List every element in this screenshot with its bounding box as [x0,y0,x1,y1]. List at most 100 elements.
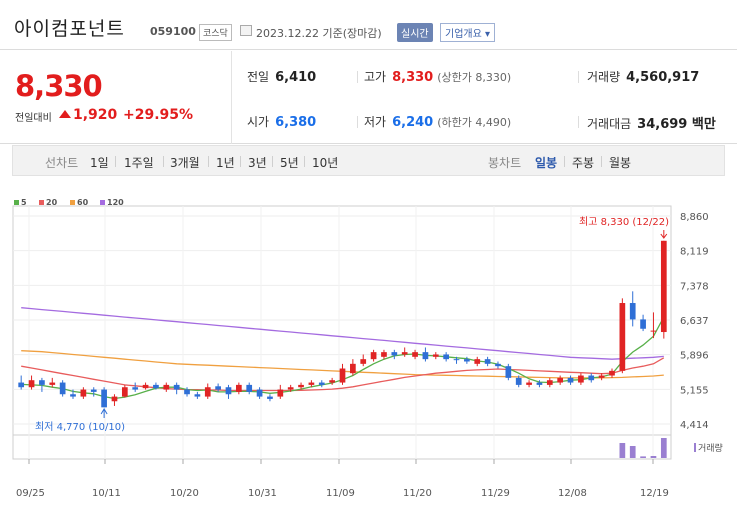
candle [80,389,87,397]
candle [267,396,273,399]
candle [287,387,294,390]
candle [339,368,346,383]
grid: 8,860 8,119 7,378 6,637 5,896 5,155 4,414 09/25… [13,206,709,499]
tab-1d[interactable]: 1일 [90,156,109,170]
open-price: 시가 6,380 [247,115,317,130]
candle [464,359,470,362]
divider [208,156,209,167]
x-tick-label: 12/19 [640,488,669,499]
candle [329,380,335,383]
candle [18,382,25,388]
candle [546,380,553,385]
realtime-button[interactable]: 실시간 [397,23,433,42]
candle [401,352,408,355]
candle [111,396,118,402]
ma120-line [21,307,664,360]
divider [578,116,579,128]
current-price: 8,330 [15,69,103,103]
x-tick-label: 11/20 [403,488,432,499]
change-rate: +29.95% [123,107,194,123]
chart-period-tabs: 선차트 1일 1주일 3개월 1년 3년 5년 10년 봉차트 일봉 주봉 월봉 [12,145,725,176]
candles [18,240,667,408]
candle [215,386,221,390]
volume-legend-swatch [694,443,696,452]
candle [39,380,45,385]
divider [564,156,565,167]
candle [153,384,159,389]
tab-3m[interactable]: 3개월 [170,156,200,170]
high-annotation: 최고 8,330 (12/22) [579,216,669,228]
candle [381,352,387,357]
candle [453,359,460,361]
tab-10y[interactable]: 10년 [312,156,339,170]
candle [184,389,190,395]
high-arrow [660,230,668,239]
ma5-line [21,316,665,400]
y-tick-label: 4,414 [680,420,709,431]
candle [70,394,76,397]
legend-ma20: 20 [39,198,57,207]
company-info-dropdown[interactable]: 기업개요 ▾ [440,23,495,42]
legend-ma60: 60 [70,198,88,207]
candle [246,384,253,392]
x-tick-label: 10/20 [170,488,199,499]
candle [90,389,97,392]
volume-bar [629,446,636,458]
candle [619,303,626,371]
volume-label: 거래량 [698,442,723,454]
candle [412,352,418,357]
candle [515,377,522,385]
candle [650,330,657,332]
candle [142,384,149,389]
candle [578,375,584,383]
tab-1w[interactable]: 1주일 [124,156,154,170]
candle [567,377,574,383]
up-arrow-icon [59,110,71,118]
candle [256,389,263,397]
candle [163,384,170,390]
tab-3y[interactable]: 3년 [248,156,267,170]
candle [204,387,211,397]
low-arrow [100,408,108,418]
stock-header: 아이컴포넌트 059100 코스닥 2023.12.22 기준(장마감) 실시간… [0,0,737,50]
candle [474,359,481,364]
candle [350,363,356,374]
candle [484,359,491,364]
candle [370,352,377,360]
candle [277,389,284,397]
change-label: 전일대비 [15,113,52,124]
quote-date: 2023.12.22 기준(장마감) [256,27,382,40]
low-annotation: 최저 4,770 (10/10) [35,421,125,433]
candle [609,370,615,376]
candle [526,382,532,385]
y-tick-label: 5,896 [680,351,709,362]
legend-ma120: 120 [100,198,124,207]
volume-bars [619,438,667,458]
divider [115,156,116,167]
candle [308,382,315,385]
tab-daily[interactable]: 일봉 [535,156,558,170]
volume-bar [650,456,657,458]
tab-1y[interactable]: 1년 [216,156,235,170]
x-tick-label: 11/09 [326,488,355,499]
tab-monthly[interactable]: 월봉 [609,156,632,170]
divider [578,71,579,83]
candle [318,382,325,385]
line-chart-label: 선차트 [45,156,79,170]
divider [357,71,358,83]
y-tick-label: 5,155 [680,385,709,396]
ma20-line [21,357,665,392]
candle [505,366,512,378]
tab-5y[interactable]: 5년 [280,156,299,170]
candle [598,375,605,378]
candle [225,387,232,395]
y-tick-label: 7,378 [680,281,709,292]
candle [101,389,107,408]
candle [588,375,595,381]
candle [422,352,429,360]
price-chart[interactable]: 8,860 8,119 7,378 6,637 5,896 5,155 4,414 09/25… [0,180,737,520]
x-tick-label: 12/08 [558,488,587,499]
volume-bar [619,443,626,458]
divider [163,156,164,167]
tab-weekly[interactable]: 주봉 [572,156,595,170]
